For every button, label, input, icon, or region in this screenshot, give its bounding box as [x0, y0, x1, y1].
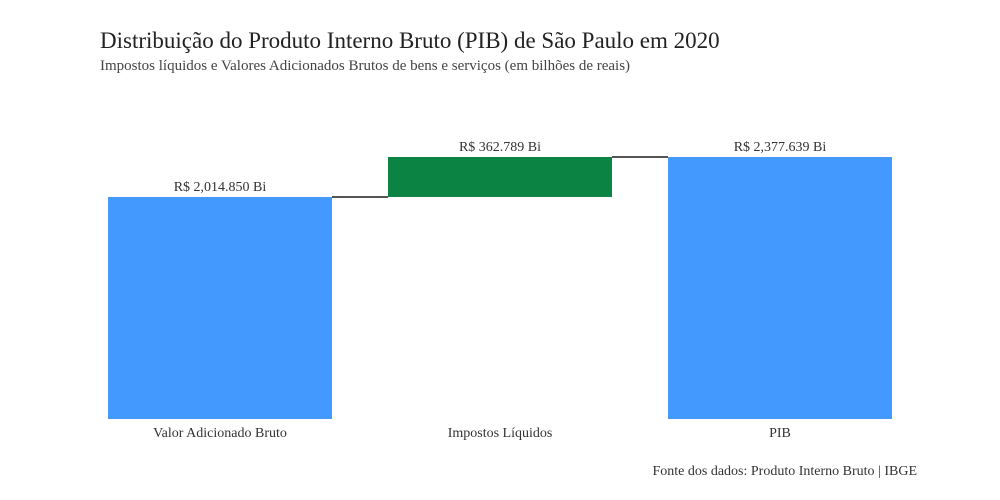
- chart-subtitle: Impostos líquidos e Valores Adicionados …: [100, 58, 631, 74]
- connector-lines: [332, 156, 668, 198]
- bar-impostos-liquidos: [388, 157, 612, 197]
- value-label-pib: R$ 2,377.639 Bi: [734, 140, 827, 155]
- bar-valor-adicionado-bruto: [108, 196, 332, 419]
- value-label-impostos-liquidos: R$ 362.789 Bi: [459, 140, 541, 155]
- x-tick-label-pib: PIB: [769, 426, 791, 441]
- bar-pib: [668, 157, 892, 419]
- source-caption: Fonte dos dados: Produto Interno Bruto |…: [652, 464, 917, 479]
- x-tick-label-impostos-liquidos: Impostos Líquidos: [448, 426, 553, 441]
- bars-group: [108, 157, 892, 419]
- value-label-valor-adicionado-bruto: R$ 2,014.850 Bi: [174, 180, 267, 195]
- x-tick-labels-group: Valor Adicionado Bruto Impostos Líquidos P…: [153, 426, 791, 441]
- chart-title: Distribuição do Produto Interno Bruto (P…: [100, 28, 720, 53]
- value-labels-group: R$ 2,014.850 Bi R$ 362.789 Bi R$ 2,377.639…: [174, 140, 827, 195]
- x-tick-label-valor-adicionado-bruto: Valor Adicionado Bruto: [153, 426, 287, 441]
